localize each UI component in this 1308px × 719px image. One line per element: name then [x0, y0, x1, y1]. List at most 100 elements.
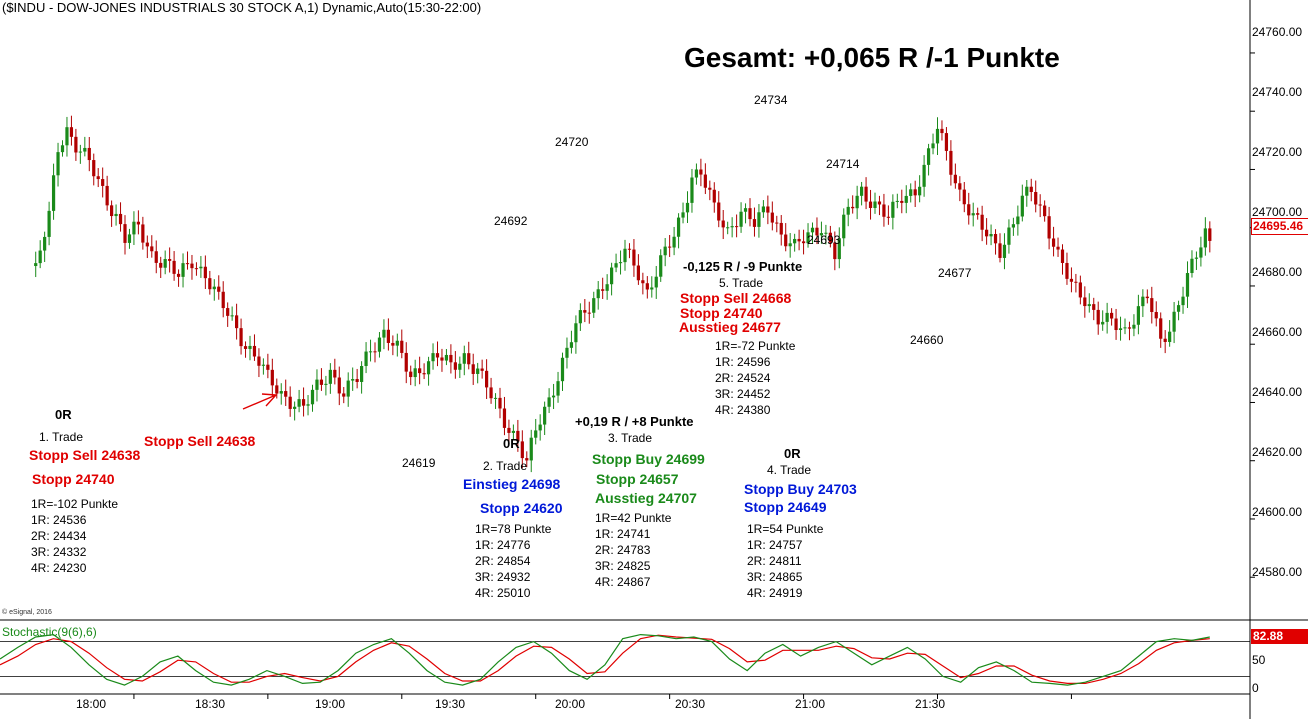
candle-body	[976, 213, 980, 215]
trade-5-entry: Stopp Sell 24668	[680, 290, 792, 306]
candle-body	[676, 217, 681, 237]
trade-5-exit: Ausstieg 24677	[679, 319, 781, 335]
trade-5-stop: Stopp 24740	[680, 305, 763, 321]
candle-body	[458, 363, 462, 370]
candle-body	[788, 243, 792, 247]
trade-2-r1: 1R=78 Punkte	[475, 522, 552, 536]
candle-body	[882, 204, 886, 217]
candle-body	[190, 263, 194, 269]
price-tick: 24700.00	[1252, 205, 1303, 219]
candle-body	[328, 369, 332, 384]
candle-body	[51, 175, 56, 211]
candle-body	[1101, 321, 1105, 325]
candle-body	[391, 342, 395, 346]
trade-3-stop: Stopp 24657	[596, 471, 679, 487]
candle-body	[43, 236, 47, 251]
trade-4-title: 4. Trade	[767, 463, 812, 477]
candle-body	[538, 424, 542, 431]
trade-4-target: 3R: 24865	[747, 570, 803, 584]
candle-body	[493, 397, 498, 399]
candle-body	[971, 213, 975, 216]
candle-body	[659, 255, 663, 277]
price-tick: 24740.00	[1252, 85, 1303, 99]
candle-body	[1185, 273, 1190, 297]
candle-body	[145, 242, 149, 247]
time-tick: 18:00	[76, 697, 107, 711]
candle-body	[1092, 304, 1096, 310]
candle-body	[1083, 297, 1087, 307]
point-label: 24734	[754, 93, 788, 107]
trade-2-title: 2. Trade	[483, 459, 528, 473]
candle-body	[998, 243, 1002, 258]
candle-body	[413, 368, 417, 378]
candle-body	[551, 395, 556, 398]
candle-body	[118, 213, 123, 225]
point-label: 24720	[555, 135, 589, 149]
candle-body	[1110, 312, 1114, 319]
point-label: 24692	[494, 214, 528, 228]
candle-body	[141, 224, 145, 243]
candle-body	[565, 347, 569, 358]
trade-4-result: 0R	[784, 446, 801, 461]
candle-body	[1016, 216, 1020, 225]
candle-body	[471, 364, 475, 374]
time-tick: 21:30	[915, 697, 946, 711]
candle-body	[105, 185, 109, 206]
candle-body	[386, 329, 390, 343]
candle-body	[690, 177, 694, 203]
candle-body	[614, 263, 618, 268]
candle-body	[480, 368, 484, 371]
candle-body	[985, 229, 989, 237]
candle-body	[1190, 258, 1194, 274]
candle-body	[440, 357, 444, 361]
candle-body	[681, 212, 685, 218]
trade-2-result: 0R	[503, 436, 520, 451]
total-result: Gesamt: +0,065 R /-1 Punkte	[684, 42, 1060, 73]
candle-body	[324, 383, 328, 385]
trade-4-r1: 1R=54 Punkte	[747, 522, 824, 536]
candle-body	[301, 399, 306, 406]
candle-body	[400, 340, 404, 353]
candle-body	[56, 152, 60, 176]
candle-body	[618, 262, 623, 264]
candle-body	[114, 213, 118, 217]
candle-body	[351, 379, 355, 381]
candle-body	[873, 201, 877, 208]
time-tick: 18:30	[195, 697, 226, 711]
candle-body	[364, 351, 368, 367]
candle-body	[293, 406, 297, 409]
candle-body	[96, 176, 100, 180]
candle-body	[257, 356, 261, 366]
candle-body	[895, 200, 899, 202]
candle-body	[833, 242, 837, 260]
trade-5-target: 2R: 24524	[715, 371, 771, 385]
candle-body	[851, 206, 855, 209]
candle-body	[766, 206, 770, 213]
candle-body	[819, 233, 824, 236]
trade-4-target: 4R: 24919	[747, 586, 803, 600]
candle-body	[235, 315, 239, 329]
candle-body	[904, 195, 908, 203]
candle-body	[163, 259, 167, 268]
candle-body	[717, 202, 721, 221]
candle-body	[377, 337, 382, 352]
candle-body	[69, 127, 74, 137]
candle-body	[132, 221, 136, 235]
trade-1-target: 4R: 24230	[31, 561, 87, 575]
candle-body	[1172, 311, 1176, 332]
candle-body	[1118, 328, 1123, 331]
candle-body	[136, 221, 140, 225]
candle-body	[926, 148, 931, 165]
trade-3-target: 2R: 24783	[595, 543, 651, 557]
price-tick: 24660.00	[1252, 325, 1303, 339]
trade-1-target: 3R: 24332	[31, 545, 87, 559]
candle-body	[636, 265, 640, 281]
trade-4-target: 1R: 24757	[747, 538, 803, 552]
candle-body	[1194, 257, 1199, 259]
candle-body	[226, 308, 230, 316]
candle-body	[801, 241, 806, 244]
candle-body	[38, 250, 42, 264]
candle-body	[60, 145, 65, 153]
point-label: 24660	[910, 333, 944, 347]
